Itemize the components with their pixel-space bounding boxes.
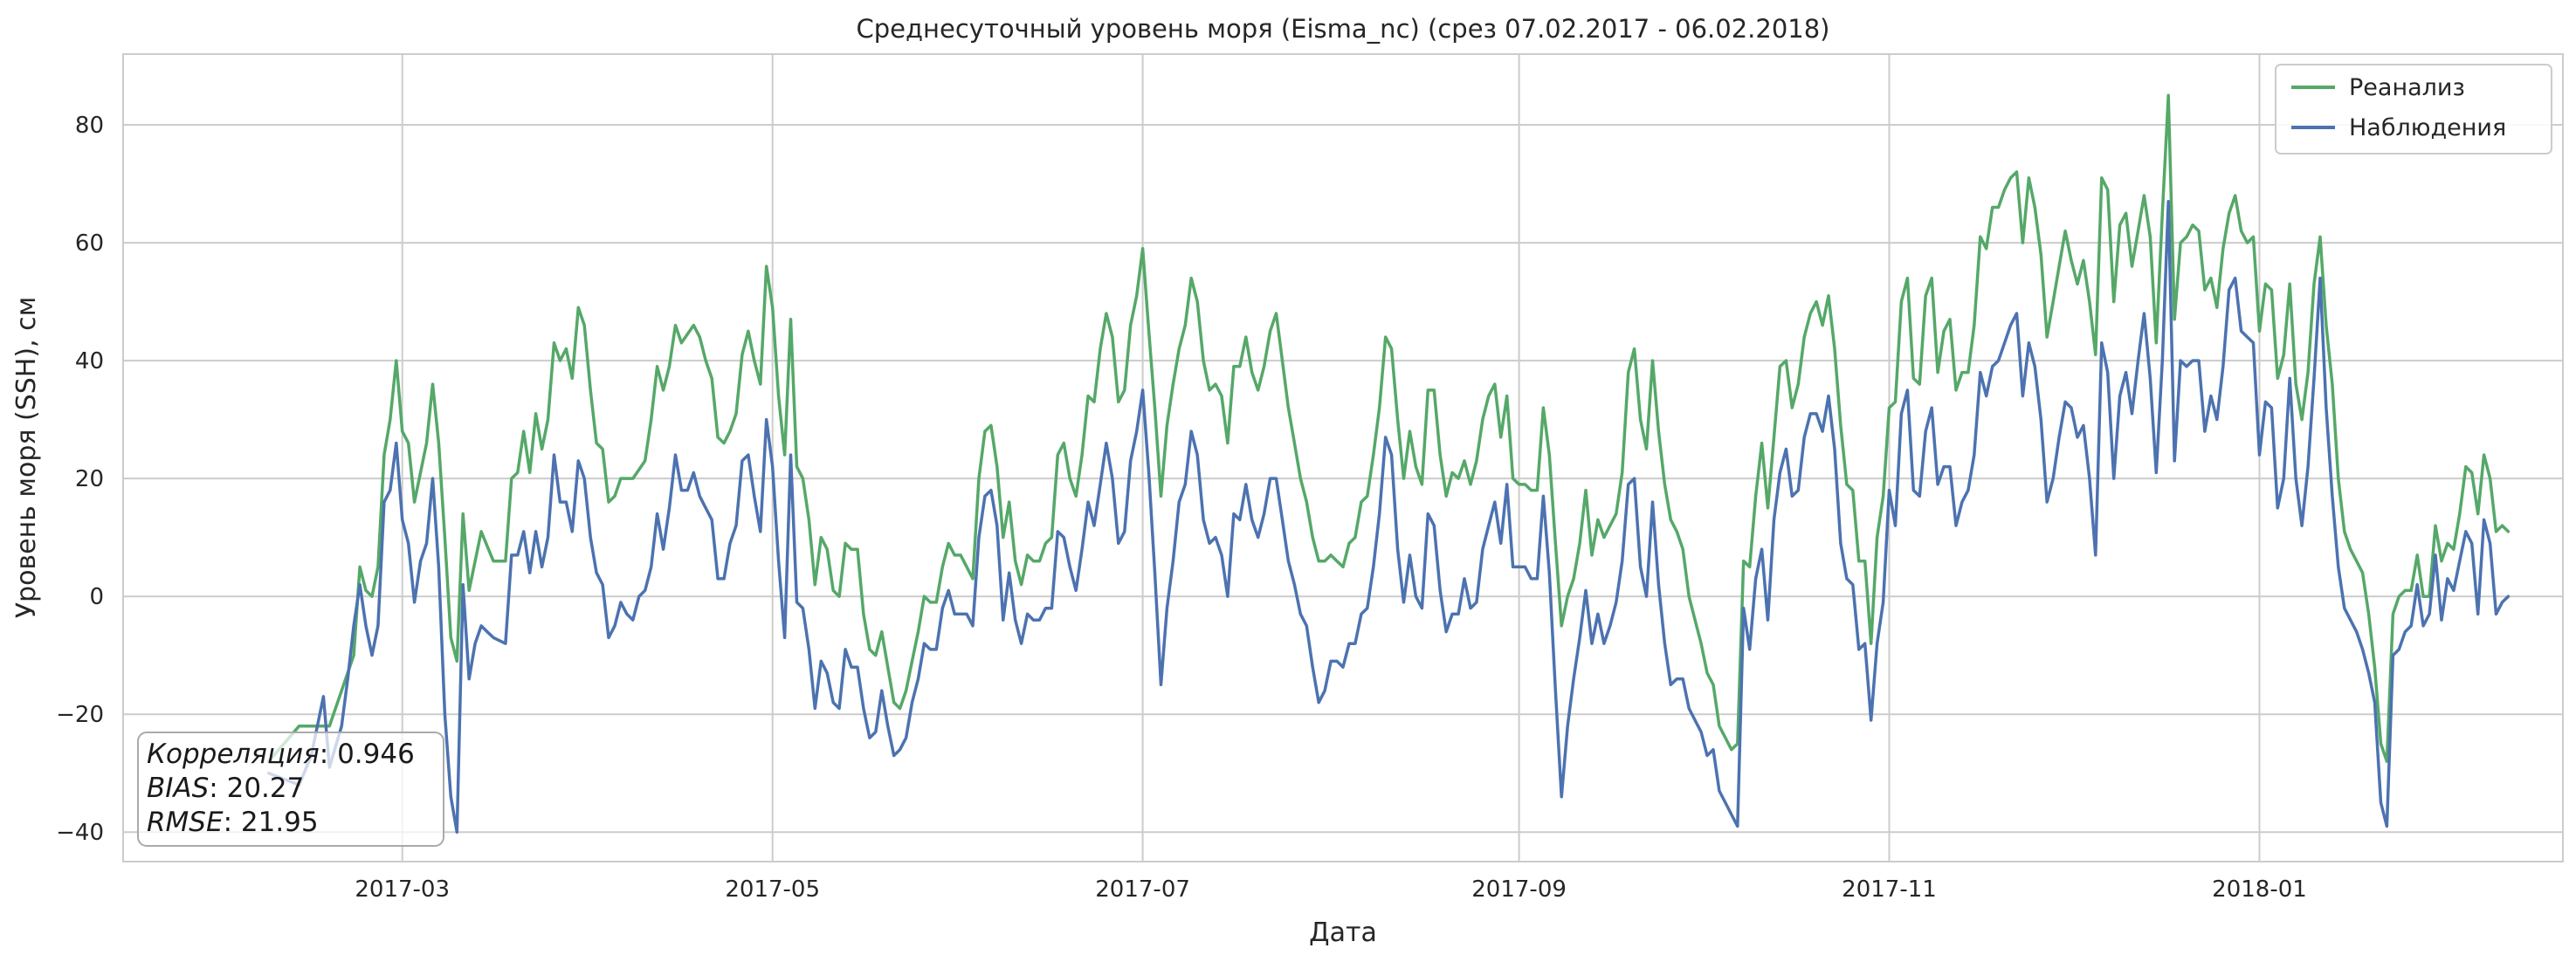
x-tick-label: 2017-03: [355, 876, 450, 903]
x-tick-label: 2017-11: [1842, 876, 1937, 903]
x-axis-label: Дата: [1309, 917, 1377, 948]
stats-box-frame: [137, 732, 444, 847]
series-lines: [267, 93, 2511, 834]
x-tick-label: 2017-09: [1471, 876, 1567, 903]
stats-box: Корреляция: 0.946 BIAS: 20.27 RMSE: 21.9…: [137, 732, 444, 847]
stat-rmse: RMSE: 21.95: [147, 807, 319, 838]
y-tick-label: 20: [75, 466, 104, 492]
y-tick-label: −40: [56, 820, 104, 846]
y-tick-labels: −40 −20 0 20 40 60 80: [56, 113, 104, 846]
legend-box: [2275, 64, 2552, 155]
x-tick-label: 2017-05: [725, 876, 820, 903]
series-line-reanalysis: [267, 93, 2511, 763]
y-tick-label: 0: [89, 584, 104, 610]
y-tick-label: 80: [75, 113, 104, 139]
x-tick-label: 2018-01: [2212, 876, 2307, 903]
y-gridlines: [123, 124, 2563, 834]
x-tick-label: 2017-07: [1095, 876, 1190, 903]
y-tick-label: 60: [75, 230, 104, 257]
legend-label-observations: Наблюдения: [2349, 114, 2506, 141]
y-tick-label: 40: [75, 348, 104, 374]
y-tick-label: −20: [56, 702, 104, 728]
legend-label-reanalysis: Реанализ: [2349, 74, 2465, 101]
series-line-observations: [267, 200, 2511, 834]
x-tick-labels: 2017-03 2017-05 2017-07 2017-09 2017-11 2018-…: [355, 876, 2306, 903]
stat-correlation: Корреляция: 0.946: [147, 739, 415, 770]
chart-title: Среднесуточный уровень моря (Eisma_nc) (…: [857, 14, 1830, 44]
y-axis-label: Уровень моря (SSH), см: [11, 297, 42, 619]
stat-bias: BIAS: 20.27: [147, 773, 304, 804]
legend: Реанализ Наблюдения: [2275, 64, 2552, 155]
plot-frame: [122, 53, 2564, 862]
